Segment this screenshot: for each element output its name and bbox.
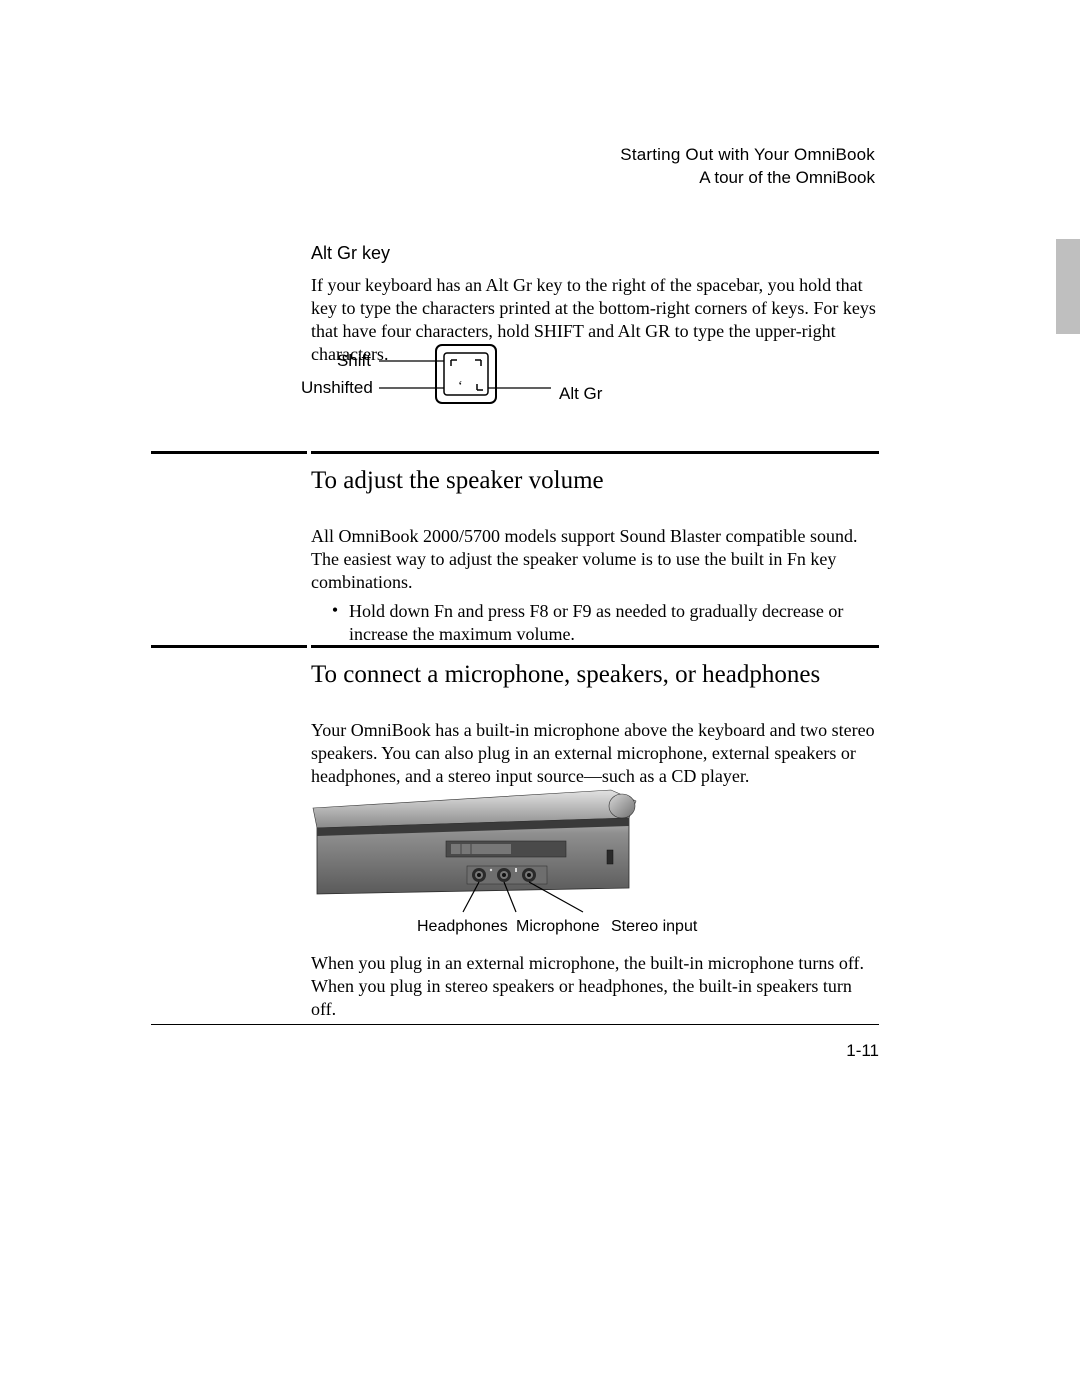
- connect-body2: When you plug in an external microphone,…: [311, 952, 878, 1021]
- connect-title: To connect a microphone, speakers, or he…: [311, 661, 878, 689]
- section-rule-long-1: [311, 451, 879, 454]
- label-microphone: Microphone: [516, 918, 600, 936]
- label-stereo-input: Stereo input: [611, 918, 697, 936]
- footer-rule: [151, 1024, 879, 1025]
- diagram-label-unshifted: Unshifted: [301, 378, 371, 398]
- diagram-label-altgr: Alt Gr: [559, 384, 619, 404]
- diagram-label-shift: Shift: [311, 351, 371, 371]
- section-rule-long-2: [311, 645, 879, 648]
- header-section: A tour of the OmniBook: [620, 168, 875, 188]
- header-chapter: Starting Out with Your OmniBook: [620, 145, 875, 165]
- speaker-bullet: Hold down Fn and press F8 or F9 as neede…: [349, 600, 878, 646]
- page-footer: 1-11: [151, 1024, 879, 1061]
- connect-body1: Your OmniBook has a built-in microphone …: [311, 719, 878, 788]
- speaker-section: To adjust the speaker volume All OmniBoo…: [311, 467, 878, 646]
- section-rule-short-1: [151, 451, 307, 454]
- page-number: 1-11: [151, 1041, 879, 1061]
- altgr-title: Alt Gr key: [311, 243, 878, 264]
- section-rule-short-2: [151, 645, 307, 648]
- bullet-marker: •: [321, 600, 349, 646]
- page-thumb-tab: [1056, 239, 1080, 334]
- svg-text:‘: ‘: [458, 379, 463, 394]
- speaker-body: All OmniBook 2000/5700 models support So…: [311, 525, 878, 594]
- laptop-side-diagram: Headphones Microphone Stereo input: [311, 786, 641, 941]
- label-headphones: Headphones: [417, 918, 508, 936]
- page-header: Starting Out with Your OmniBook A tour o…: [620, 145, 875, 188]
- speaker-title: To adjust the speaker volume: [311, 467, 878, 495]
- connect-body2-wrap: When you plug in an external microphone,…: [311, 952, 878, 1021]
- altgr-key-diagram: ‘ Shift Unshifted Alt Gr: [311, 340, 611, 410]
- connect-section: To connect a microphone, speakers, or he…: [311, 661, 878, 788]
